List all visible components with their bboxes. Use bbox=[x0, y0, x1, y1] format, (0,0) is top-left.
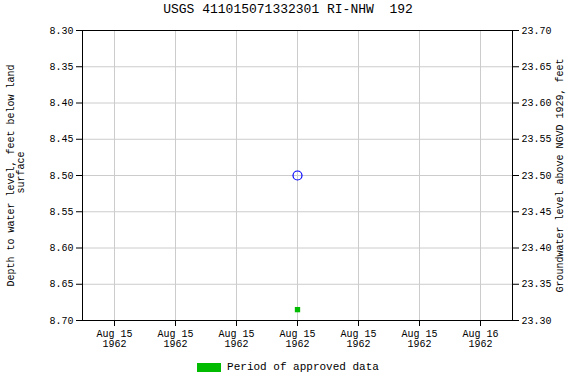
svg-text:Aug 151962: Aug 151962 bbox=[218, 329, 254, 350]
svg-text:Aug 151962: Aug 151962 bbox=[279, 329, 315, 350]
svg-text:8.50: 8.50 bbox=[49, 171, 73, 182]
svg-text:Aug 151962: Aug 151962 bbox=[157, 329, 193, 350]
svg-text:23.30: 23.30 bbox=[522, 316, 552, 327]
svg-text:23.60: 23.60 bbox=[522, 98, 552, 109]
svg-text:8.65: 8.65 bbox=[49, 279, 73, 290]
svg-text:Depth to water level, feet bel: Depth to water level, feet below land su… bbox=[6, 64, 27, 286]
svg-text:Aug 151962: Aug 151962 bbox=[340, 329, 376, 350]
svg-text:8.55: 8.55 bbox=[49, 207, 73, 218]
svg-text:8.35: 8.35 bbox=[49, 62, 73, 73]
svg-text:8.60: 8.60 bbox=[49, 243, 73, 254]
svg-text:Aug 151962: Aug 151962 bbox=[96, 329, 132, 350]
svg-text:8.40: 8.40 bbox=[49, 98, 73, 109]
svg-text:23.40: 23.40 bbox=[522, 243, 552, 254]
svg-text:Aug 161962: Aug 161962 bbox=[462, 329, 498, 350]
svg-text:8.70: 8.70 bbox=[49, 316, 73, 327]
svg-text:23.65: 23.65 bbox=[522, 62, 552, 73]
html-text:USGS 411015071332301 RI-NHW 19: USGS 411015071332301 RI-NHW 192 bbox=[163, 2, 413, 17]
svg-text:8.45: 8.45 bbox=[49, 134, 73, 145]
svg-text:23.70: 23.70 bbox=[522, 26, 552, 37]
html-text:Period of approved data: Period of approved data bbox=[227, 361, 379, 373]
svg-text:23.50: 23.50 bbox=[522, 171, 552, 182]
svg-text:8.30: 8.30 bbox=[49, 26, 73, 37]
svg-text:23.55: 23.55 bbox=[522, 134, 552, 145]
svg-text:23.45: 23.45 bbox=[522, 207, 552, 218]
svg-text:Aug 151962: Aug 151962 bbox=[401, 329, 437, 350]
svg-text:23.35: 23.35 bbox=[522, 279, 552, 290]
svg-text:Groundwater level above NGVD 1: Groundwater level above NGVD 1929, feet bbox=[555, 58, 566, 292]
